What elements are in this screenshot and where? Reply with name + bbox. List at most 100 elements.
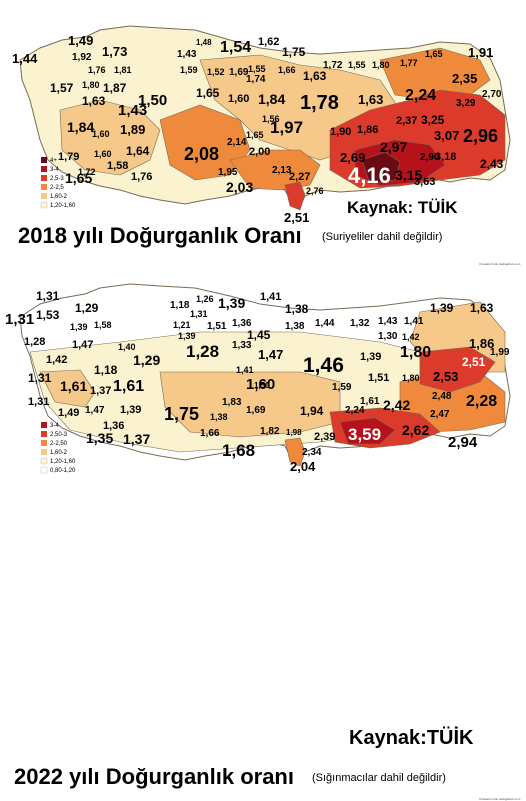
province-value: 1,48 [196, 38, 212, 47]
map-panel-2018: 4+ 3-4 2,5-3 2-2,5 1,60-2 1,20-1,60 1,44… [0, 0, 526, 268]
province-value: 1,31 [28, 396, 49, 408]
province-value: 2,90 [420, 152, 440, 163]
province-value: 1,51 [207, 321, 227, 332]
zone-orange-northeast [379, 47, 491, 101]
province-value: 1,86 [469, 336, 494, 351]
province-value: 1,39 [360, 351, 381, 363]
province-value: 3,18 [435, 151, 456, 163]
credit-label: Chasabel Gök Hattigalbuk.com [479, 262, 521, 266]
province-value: 2,04 [290, 459, 316, 474]
legend-label: 2,5-3 [50, 176, 64, 182]
province-value: 2,76 [306, 186, 324, 196]
legend-label: 0,80-1,20 [50, 468, 76, 474]
zone-light-orange [159, 371, 341, 438]
province-value: 1,40 [118, 342, 136, 352]
province-value: 2,03 [226, 179, 253, 195]
province-value: 1,73 [102, 44, 127, 59]
legend-label: 2-2,50 [50, 441, 68, 447]
province-value: 3,15 [395, 167, 422, 183]
province-value: 2,13 [272, 165, 292, 176]
zone-light-orange-west [59, 99, 161, 176]
province-value: 1,30 [378, 331, 398, 342]
province-value: 1,80 [400, 344, 431, 361]
province-value: 1,58 [94, 320, 112, 330]
province-value: 1,92 [72, 52, 92, 63]
zone-hatay [284, 181, 306, 211]
legend-label: 3-4 [50, 423, 59, 429]
province-value: 1,51 [368, 372, 389, 384]
province-value: 1,32 [350, 318, 370, 329]
province-value: 2,34 [302, 447, 322, 458]
province-value: 1,90 [330, 126, 351, 138]
legend-label: 1,60-2 [50, 450, 68, 456]
legend-label: 2-2,5 [50, 185, 64, 191]
province-value: 1,79 [58, 151, 79, 163]
province-value: 1,55 [348, 60, 366, 70]
province-value: 1,47 [85, 405, 105, 416]
province-value: 1,65 [65, 170, 92, 186]
province-value: 1,80 [402, 373, 420, 383]
province-value: 2,24 [345, 405, 365, 416]
province-value: 1,18 [94, 363, 118, 377]
legend-swatch [41, 449, 47, 455]
legend-label: 1,20-1,60 [50, 459, 76, 465]
province-value: 1,91 [468, 45, 493, 60]
legend-swatch [40, 457, 48, 465]
map-title: 2022 yılı Doğurganlık oranı [14, 764, 294, 789]
map-subtitle: (Sığınmacılar dahil değildir) [312, 772, 446, 784]
map-subtitle: (Suriyeliler dahil değildir) [322, 231, 443, 243]
province-value: 1,46 [303, 354, 344, 377]
zone-red-east [419, 346, 496, 393]
legend-swatch [40, 201, 48, 209]
province-value: 1,97 [270, 118, 303, 137]
map-panel-2022: 3-4 2,50-3 2-2,50 1,60-2 1,20-1,60 0,80-… [0, 272, 526, 801]
province-value: 1,39 [430, 301, 454, 315]
province-value: 1,63 [303, 69, 327, 83]
province-value: 1,68 [222, 441, 255, 460]
province-value: 2,47 [430, 409, 450, 420]
province-value: 1,63 [82, 94, 106, 108]
legend-label: 1,20-1,60 [50, 203, 76, 209]
province-value: 2,28 [466, 393, 497, 410]
legend-swatch [41, 175, 47, 181]
province-value: 1,61 [360, 396, 380, 407]
province-value: 2,08 [184, 144, 219, 164]
province-value: 1,59 [180, 65, 198, 75]
zone-hatay [284, 437, 306, 467]
legend-swatch [41, 422, 47, 428]
province-value: 1,78 [300, 92, 339, 114]
province-value: 2,37 [396, 115, 417, 127]
province-value: 1,60 [94, 149, 112, 159]
province-value: 1,89 [120, 122, 145, 137]
province-value: 1,43 [378, 316, 398, 327]
province-value: 1,31 [28, 371, 52, 385]
map-title: 2018 yılı Doğurganlık Oranı [18, 223, 302, 248]
province-value: 1,39 [120, 404, 141, 416]
province-value: 1,31 [5, 311, 34, 328]
province-value: 2,94 [448, 434, 478, 451]
province-value: 1,47 [258, 347, 283, 362]
province-value: 2,70 [482, 89, 502, 100]
province-value: 2,51 [462, 355, 486, 369]
province-value: 2,35 [452, 71, 477, 86]
province-value: 1,58 [107, 160, 128, 172]
province-value: 1,65 [246, 130, 264, 140]
province-value: 1,59 [332, 382, 352, 393]
province-value: 2,27 [289, 171, 310, 183]
province-value: 1,55 [248, 64, 266, 74]
province-value: 1,33 [232, 340, 252, 351]
province-value: 1,69 [246, 405, 266, 416]
province-value: 2,24 [405, 87, 436, 104]
province-value: 1,84 [67, 119, 94, 135]
province-value: 3,29 [456, 98, 476, 109]
province-value: 1,39 [218, 295, 245, 311]
province-value: 1,84 [258, 91, 285, 107]
province-value: 1,28 [24, 336, 45, 348]
province-value: 1,94 [300, 404, 324, 418]
province-value: 1,42 [46, 354, 67, 366]
province-value: 1,75 [164, 404, 199, 424]
province-value: 1,53 [36, 308, 60, 322]
zone-deep-red [339, 417, 396, 445]
province-value: 2,53 [433, 369, 458, 384]
province-value: 1,31 [36, 289, 60, 303]
